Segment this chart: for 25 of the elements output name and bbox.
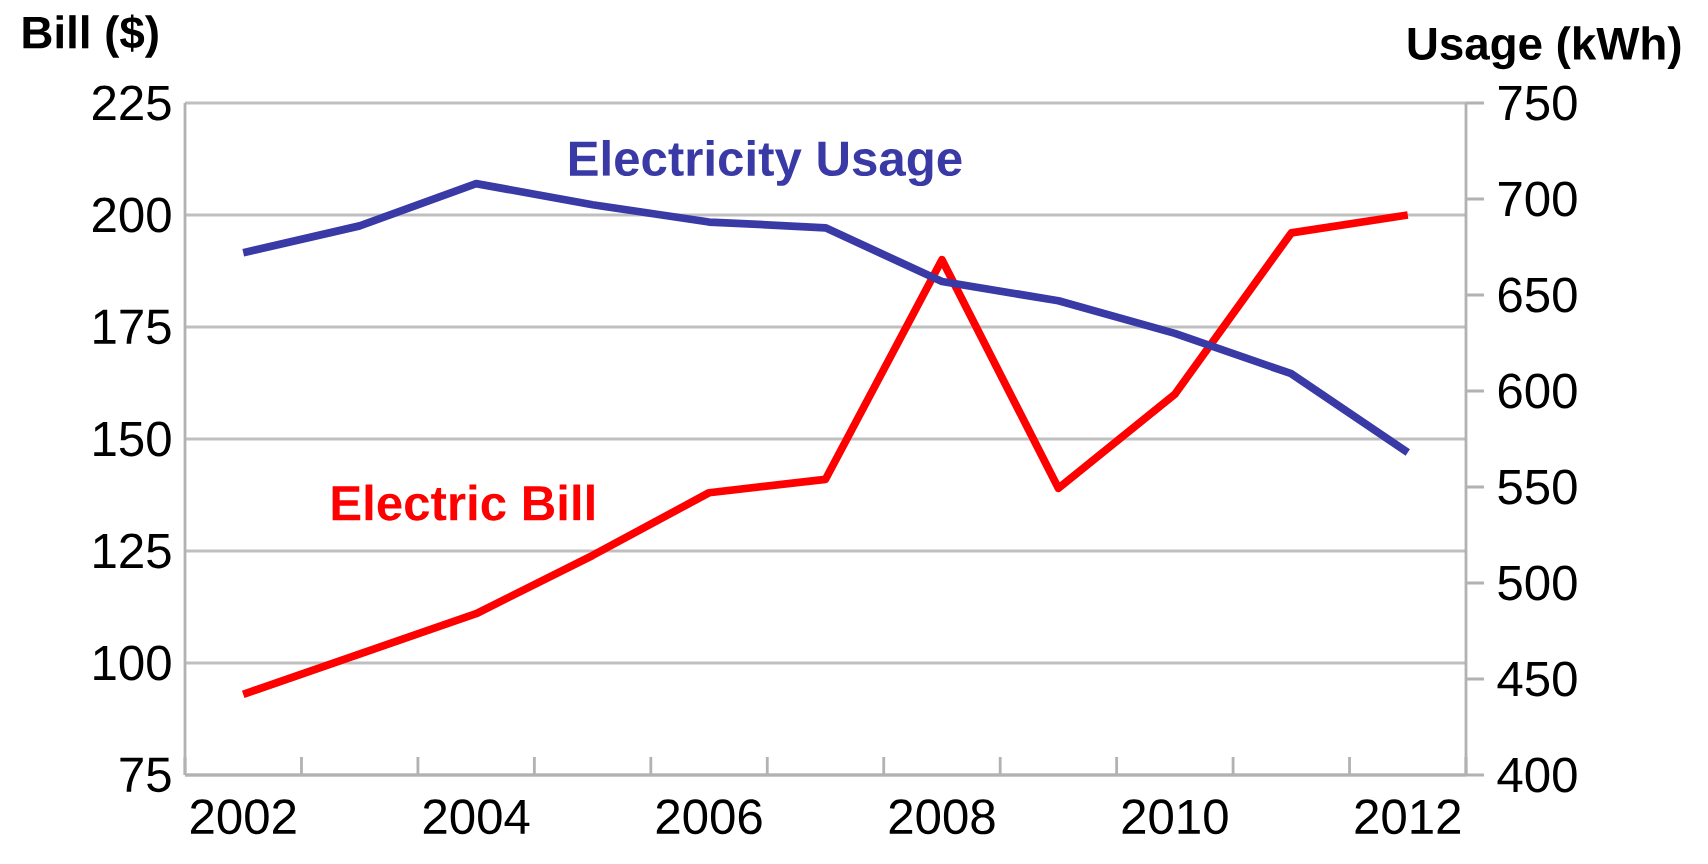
y2-axis-title: Usage (kWh) — [1408, 26, 1681, 70]
x-tick-label: 2004 — [423, 799, 530, 835]
series-label: Electric Bill — [332, 484, 594, 521]
y-tick-label: 150 — [94, 421, 171, 457]
y-axis-title: Bill ($) — [23, 14, 158, 58]
y2-tick-label: 450 — [1497, 661, 1577, 697]
y-tick-label: 125 — [94, 533, 171, 569]
x-tick-label: 2006 — [656, 799, 762, 835]
y-tick-label: 175 — [94, 309, 171, 345]
y-tick-label: 75 — [120, 757, 171, 793]
y2-tick-label: 550 — [1498, 469, 1577, 505]
y2-tick-label: 750 — [1498, 85, 1577, 121]
y-tick-label: 225 — [92, 85, 171, 121]
y-tick-label: 100 — [94, 645, 171, 681]
x-tick-label: 2008 — [889, 799, 995, 835]
y2-tick-label: 400 — [1497, 757, 1577, 793]
y2-tick-label: 600 — [1498, 373, 1577, 409]
x-tick-label: 2010 — [1122, 799, 1228, 835]
series-label: Electricity Usage — [569, 139, 962, 187]
x-tick-label: 2012 — [1355, 799, 1461, 835]
y2-tick-label: 650 — [1498, 277, 1577, 313]
y2-tick-label: 500 — [1498, 565, 1577, 601]
x-tick-label: 2002 — [190, 799, 296, 835]
y2-tick-label: 700 — [1498, 181, 1577, 217]
y-tick-label: 200 — [92, 197, 171, 233]
